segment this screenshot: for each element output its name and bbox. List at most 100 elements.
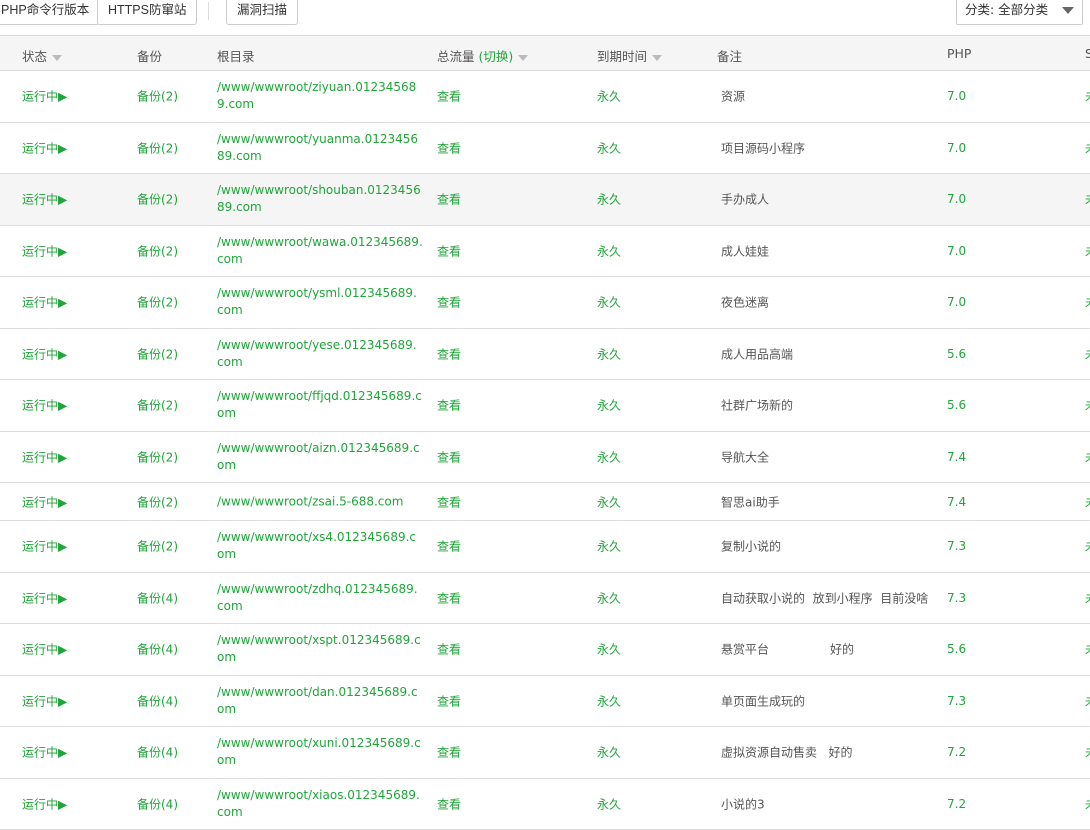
expiry-link[interactable]: 永久 xyxy=(597,641,621,658)
expiry-link[interactable]: 永久 xyxy=(597,538,621,555)
backup-link[interactable]: 备份(2) xyxy=(137,242,178,259)
php-version-link[interactable]: 7.0 xyxy=(947,141,966,155)
traffic-view-link[interactable]: 查看 xyxy=(437,692,461,709)
php-version-link[interactable]: 7.2 xyxy=(947,745,966,759)
remark-field[interactable]: 成人娃娃 xyxy=(721,242,769,259)
expiry-link[interactable]: 永久 xyxy=(597,692,621,709)
status-link[interactable]: 运行中▶ xyxy=(22,448,67,465)
ssl-link[interactable]: 未部署 xyxy=(1085,345,1090,362)
remark-field[interactable]: 导航大全 xyxy=(721,448,769,465)
expiry-link[interactable]: 永久 xyxy=(597,191,621,208)
ssl-link[interactable]: 未部署 xyxy=(1085,589,1090,606)
ssl-link[interactable]: 未部署 xyxy=(1085,88,1090,105)
status-link[interactable]: 运行中▶ xyxy=(22,641,67,658)
php-version-link[interactable]: 7.0 xyxy=(947,244,966,258)
root-dir-link[interactable]: /www/wwwroot/aizn.012345689.com xyxy=(217,440,423,474)
remark-field[interactable]: 成人用品高端 xyxy=(721,345,793,362)
root-dir-link[interactable]: /www/wwwroot/xs4.012345689.com xyxy=(217,529,423,563)
root-dir-link[interactable]: /www/wwwroot/ziyuan.012345689.com xyxy=(217,79,423,113)
ssl-link[interactable]: 未部署 xyxy=(1085,538,1090,555)
category-select[interactable]: 分类: 全部分类 xyxy=(956,0,1083,25)
traffic-view-link[interactable]: 查看 xyxy=(437,448,461,465)
expiry-link[interactable]: 永久 xyxy=(597,294,621,311)
root-dir-link[interactable]: /www/wwwroot/zsai.5-688.com xyxy=(217,493,423,510)
expiry-link[interactable]: 永久 xyxy=(597,589,621,606)
php-version-link[interactable]: 7.2 xyxy=(947,797,966,811)
backup-link[interactable]: 备份(4) xyxy=(137,589,178,606)
backup-link[interactable]: 备份(2) xyxy=(137,493,178,510)
remark-field[interactable]: 小说的3 xyxy=(721,795,765,812)
php-version-link[interactable]: 7.0 xyxy=(947,89,966,103)
remark-field[interactable]: 虚拟资源自动售卖 好的 xyxy=(721,744,852,761)
php-version-link[interactable]: 7.0 xyxy=(947,295,966,309)
expiry-link[interactable]: 永久 xyxy=(597,795,621,812)
php-version-link[interactable]: 7.3 xyxy=(947,539,966,553)
backup-link[interactable]: 备份(2) xyxy=(137,538,178,555)
remark-field[interactable]: 项目源码小程序 xyxy=(721,139,805,156)
ssl-link[interactable]: 未部署 xyxy=(1085,493,1090,510)
php-version-link[interactable]: 7.0 xyxy=(947,192,966,206)
root-dir-link[interactable]: /www/wwwroot/xiaos.012345689.com xyxy=(217,787,423,821)
root-dir-link[interactable]: /www/wwwroot/xspt.012345689.com xyxy=(217,632,423,666)
traffic-view-link[interactable]: 查看 xyxy=(437,795,461,812)
traffic-view-link[interactable]: 查看 xyxy=(437,139,461,156)
status-link[interactable]: 运行中▶ xyxy=(22,139,67,156)
backup-link[interactable]: 备份(2) xyxy=(137,139,178,156)
traffic-switch-link[interactable]: (切换) xyxy=(479,49,514,64)
remark-field[interactable]: 复制小说的 xyxy=(721,538,781,555)
backup-link[interactable]: 备份(4) xyxy=(137,744,178,761)
backup-link[interactable]: 备份(2) xyxy=(137,345,178,362)
php-version-link[interactable]: 7.3 xyxy=(947,694,966,708)
ssl-link[interactable]: 未部署 xyxy=(1085,641,1090,658)
status-link[interactable]: 运行中▶ xyxy=(22,242,67,259)
remark-field[interactable]: 手办成人 xyxy=(721,191,769,208)
traffic-view-link[interactable]: 查看 xyxy=(437,294,461,311)
expiry-link[interactable]: 永久 xyxy=(597,744,621,761)
php-version-link[interactable]: 7.4 xyxy=(947,450,966,464)
traffic-view-link[interactable]: 查看 xyxy=(437,493,461,510)
expiry-link[interactable]: 永久 xyxy=(597,397,621,414)
php-cli-version-button[interactable]: PHP命令行版本 xyxy=(0,0,100,25)
php-version-link[interactable]: 5.6 xyxy=(947,347,966,361)
expiry-link[interactable]: 永久 xyxy=(597,448,621,465)
remark-field[interactable]: 夜色迷离 xyxy=(721,294,769,311)
expiry-link[interactable]: 永久 xyxy=(597,139,621,156)
backup-link[interactable]: 备份(2) xyxy=(137,191,178,208)
root-dir-link[interactable]: /www/wwwroot/zdhq.012345689.com xyxy=(217,581,423,615)
root-dir-link[interactable]: /www/wwwroot/ysml.012345689.com xyxy=(217,285,423,319)
expiry-link[interactable]: 永久 xyxy=(597,493,621,510)
backup-link[interactable]: 备份(4) xyxy=(137,795,178,812)
php-version-link[interactable]: 7.4 xyxy=(947,495,966,509)
traffic-view-link[interactable]: 查看 xyxy=(437,589,461,606)
backup-link[interactable]: 备份(2) xyxy=(137,294,178,311)
ssl-link[interactable]: 未部署 xyxy=(1085,139,1090,156)
ssl-link[interactable]: 未部署 xyxy=(1085,692,1090,709)
root-dir-link[interactable]: /www/wwwroot/yuanma.012345689.com xyxy=(217,131,423,165)
backup-link[interactable]: 备份(2) xyxy=(137,397,178,414)
expiry-link[interactable]: 永久 xyxy=(597,88,621,105)
root-dir-link[interactable]: /www/wwwroot/wawa.012345689.com xyxy=(217,234,423,268)
status-link[interactable]: 运行中▶ xyxy=(22,795,67,812)
header-expiry[interactable]: 到期时间 xyxy=(597,46,662,65)
status-link[interactable]: 运行中▶ xyxy=(22,191,67,208)
traffic-view-link[interactable]: 查看 xyxy=(437,538,461,555)
traffic-view-link[interactable]: 查看 xyxy=(437,641,461,658)
status-link[interactable]: 运行中▶ xyxy=(22,294,67,311)
remark-field[interactable]: 智思ai助手 xyxy=(721,493,780,510)
status-link[interactable]: 运行中▶ xyxy=(22,493,67,510)
status-link[interactable]: 运行中▶ xyxy=(22,345,67,362)
ssl-link[interactable]: 未部署 xyxy=(1085,191,1090,208)
root-dir-link[interactable]: /www/wwwroot/dan.012345689.com xyxy=(217,684,423,718)
header-status[interactable]: 状态 xyxy=(22,46,62,65)
ssl-link[interactable]: 未部署 xyxy=(1085,744,1090,761)
remark-field[interactable]: 社群广场新的 xyxy=(721,397,793,414)
backup-link[interactable]: 备份(4) xyxy=(137,692,178,709)
root-dir-link[interactable]: /www/wwwroot/yese.012345689.com xyxy=(217,337,423,371)
php-version-link[interactable]: 5.6 xyxy=(947,642,966,656)
expiry-link[interactable]: 永久 xyxy=(597,242,621,259)
backup-link[interactable]: 备份(4) xyxy=(137,641,178,658)
ssl-link[interactable]: 未部署 xyxy=(1085,448,1090,465)
ssl-link[interactable]: 未部署 xyxy=(1085,795,1090,812)
remark-field[interactable]: 资源 xyxy=(721,88,745,105)
remark-field[interactable]: 悬赏平台 好的 xyxy=(721,641,854,658)
